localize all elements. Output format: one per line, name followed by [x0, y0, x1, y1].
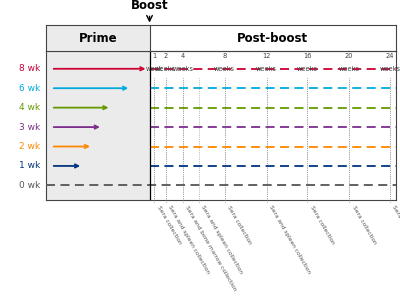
- Text: 2: 2: [164, 53, 168, 59]
- Text: Sera collection: Sera collection: [156, 205, 182, 245]
- Bar: [46, 25, 150, 51]
- Text: weeks: weeks: [339, 66, 360, 72]
- Text: Sera collection: Sera collection: [351, 205, 377, 245]
- Text: Sera collection: Sera collection: [226, 205, 252, 245]
- Text: weeks: weeks: [256, 66, 277, 72]
- Text: Sera spleen, and bone marrow collection: Sera spleen, and bone marrow collection: [392, 205, 400, 299]
- Text: Post-boost: Post-boost: [237, 32, 308, 45]
- Text: 20: 20: [345, 53, 354, 59]
- Text: weeks: weeks: [172, 66, 193, 72]
- Bar: [46, 51, 150, 200]
- Text: 0 wk: 0 wk: [18, 181, 40, 190]
- Text: weeks: weeks: [214, 66, 235, 72]
- Text: 3 wk: 3 wk: [18, 123, 40, 132]
- Text: 1 wk: 1 wk: [18, 161, 40, 170]
- Text: 4: 4: [181, 53, 185, 59]
- Text: 6 wk: 6 wk: [18, 84, 40, 93]
- Text: Sera and spleen collection: Sera and spleen collection: [200, 205, 244, 275]
- Text: Sera and spleen collection: Sera and spleen collection: [167, 205, 210, 275]
- Text: 1: 1: [152, 53, 156, 59]
- Text: Sera and spleen collection: Sera and spleen collection: [268, 205, 312, 275]
- Text: Sera collection: Sera collection: [309, 205, 335, 245]
- Text: 8 wk: 8 wk: [18, 64, 40, 73]
- Text: 12: 12: [262, 53, 271, 59]
- Text: weeks: weeks: [155, 66, 176, 72]
- Text: Boost: Boost: [131, 0, 168, 13]
- Text: 2 wk: 2 wk: [19, 142, 40, 151]
- Text: Sera and bone marrow collection: Sera and bone marrow collection: [184, 205, 237, 292]
- Text: weeks: weeks: [379, 66, 400, 72]
- Text: week: week: [146, 66, 163, 72]
- Text: 24: 24: [386, 53, 394, 59]
- Text: 16: 16: [303, 53, 312, 59]
- Text: weeks: weeks: [297, 66, 318, 72]
- Text: 4 wk: 4 wk: [19, 103, 40, 112]
- Text: Prime: Prime: [78, 32, 117, 45]
- Bar: [150, 51, 396, 200]
- Text: 8: 8: [222, 53, 227, 59]
